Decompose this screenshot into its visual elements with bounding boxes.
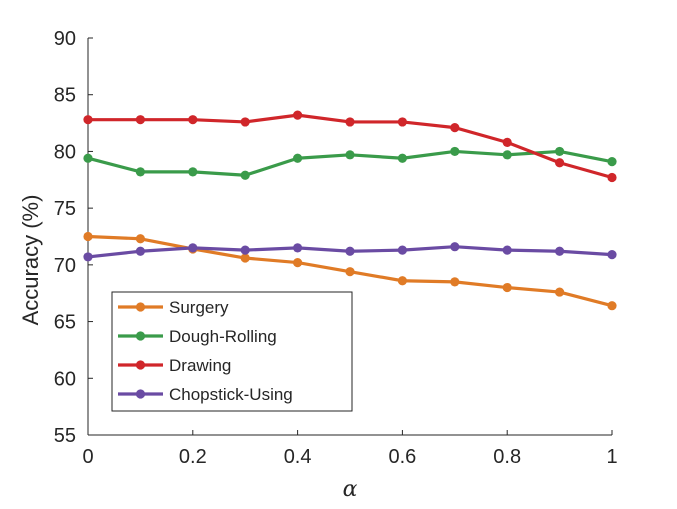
legend-item-surgery: Surgery — [118, 298, 229, 317]
y-tick-label: 80 — [54, 141, 76, 163]
y-tick-label: 55 — [54, 425, 76, 447]
data-point-chopstick-using — [345, 246, 355, 256]
x-tick-label: 0.2 — [179, 446, 207, 468]
data-point-chopstick-using — [397, 245, 407, 255]
data-point-drawing — [293, 110, 303, 120]
data-point-dough-rolling — [188, 167, 198, 177]
legend-item-chopstick-using: Chopstick-Using — [118, 385, 293, 404]
data-point-dough-rolling — [83, 153, 93, 163]
legend-swatch-marker — [135, 389, 146, 399]
data-point-chopstick-using — [240, 245, 250, 255]
y-tick-label: 65 — [54, 312, 76, 334]
legend: Surgery Dough-Rolling Drawing Chopstick-Usi… — [111, 291, 353, 412]
legend-label: Dough-Rolling — [169, 327, 277, 346]
y-tick-label: 60 — [54, 368, 76, 390]
series-surgery — [83, 231, 617, 311]
data-point-drawing — [240, 117, 250, 127]
y-axis-title: Accuracy (%) — [18, 195, 43, 326]
legend-label: Surgery — [169, 298, 229, 317]
data-point-dough-rolling — [555, 146, 565, 157]
legend-box — [111, 291, 353, 412]
legend-swatch-marker — [135, 331, 146, 341]
data-point-chopstick-using — [555, 246, 565, 256]
data-point-chopstick-using — [502, 245, 512, 255]
series-layer — [83, 110, 617, 311]
series-chopstick-using — [83, 242, 617, 262]
data-point-chopstick-using — [607, 250, 617, 260]
data-point-drawing — [188, 115, 198, 125]
data-point-dough-rolling — [135, 167, 145, 177]
data-point-surgery — [240, 253, 250, 263]
data-point-dough-rolling — [450, 146, 460, 157]
data-point-chopstick-using — [188, 243, 198, 253]
legend-item-drawing: Drawing — [118, 356, 231, 375]
series-drawing — [83, 110, 617, 183]
data-point-surgery — [135, 234, 145, 244]
data-point-dough-rolling — [502, 150, 512, 160]
legend-label: Chopstick-Using — [169, 385, 293, 404]
y-tick-label: 90 — [54, 28, 76, 50]
data-point-surgery — [397, 276, 407, 286]
data-point-dough-rolling — [240, 170, 250, 180]
y-tick-label: 70 — [54, 255, 76, 277]
x-axis-title: α — [343, 477, 358, 502]
x-tick-label: 0.6 — [388, 446, 416, 468]
legend-swatch-marker — [135, 360, 146, 370]
data-point-surgery — [345, 267, 355, 277]
y-tick-label: 75 — [54, 198, 76, 220]
y-tick-label: 85 — [54, 85, 76, 107]
legend-label: Drawing — [169, 356, 231, 375]
ticks: 55 60 65 70 75 80 85 90 0 0.2 0.4 0.6 0.8 1 — [54, 28, 618, 468]
data-point-dough-rolling — [293, 153, 303, 163]
data-point-surgery — [555, 287, 565, 297]
data-point-drawing — [83, 115, 93, 125]
data-point-surgery — [450, 277, 460, 287]
data-point-drawing — [502, 137, 512, 147]
data-point-surgery — [607, 301, 617, 311]
data-point-drawing — [555, 158, 565, 168]
legend-item-dough-rolling: Dough-Rolling — [118, 327, 277, 346]
x-tick-label: 0.4 — [284, 446, 312, 468]
series-dough-rolling — [83, 146, 617, 180]
data-point-drawing — [135, 115, 145, 125]
data-point-drawing — [607, 172, 617, 183]
legend-swatch-marker — [135, 302, 146, 312]
data-point-chopstick-using — [450, 242, 460, 252]
data-point-surgery — [502, 282, 512, 293]
data-point-dough-rolling — [607, 157, 617, 167]
data-point-chopstick-using — [83, 252, 93, 262]
x-tick-label: 0.8 — [493, 446, 521, 468]
data-point-chopstick-using — [293, 243, 303, 253]
x-tick-label: 1 — [606, 446, 617, 468]
data-point-drawing — [397, 117, 407, 127]
data-point-dough-rolling — [345, 150, 355, 160]
x-tick-label: 0 — [82, 446, 93, 468]
data-point-dough-rolling — [397, 153, 407, 163]
data-point-chopstick-using — [135, 246, 145, 256]
data-point-surgery — [83, 231, 93, 242]
data-point-drawing — [450, 123, 460, 133]
data-point-surgery — [293, 257, 303, 268]
data-point-drawing — [345, 117, 355, 127]
